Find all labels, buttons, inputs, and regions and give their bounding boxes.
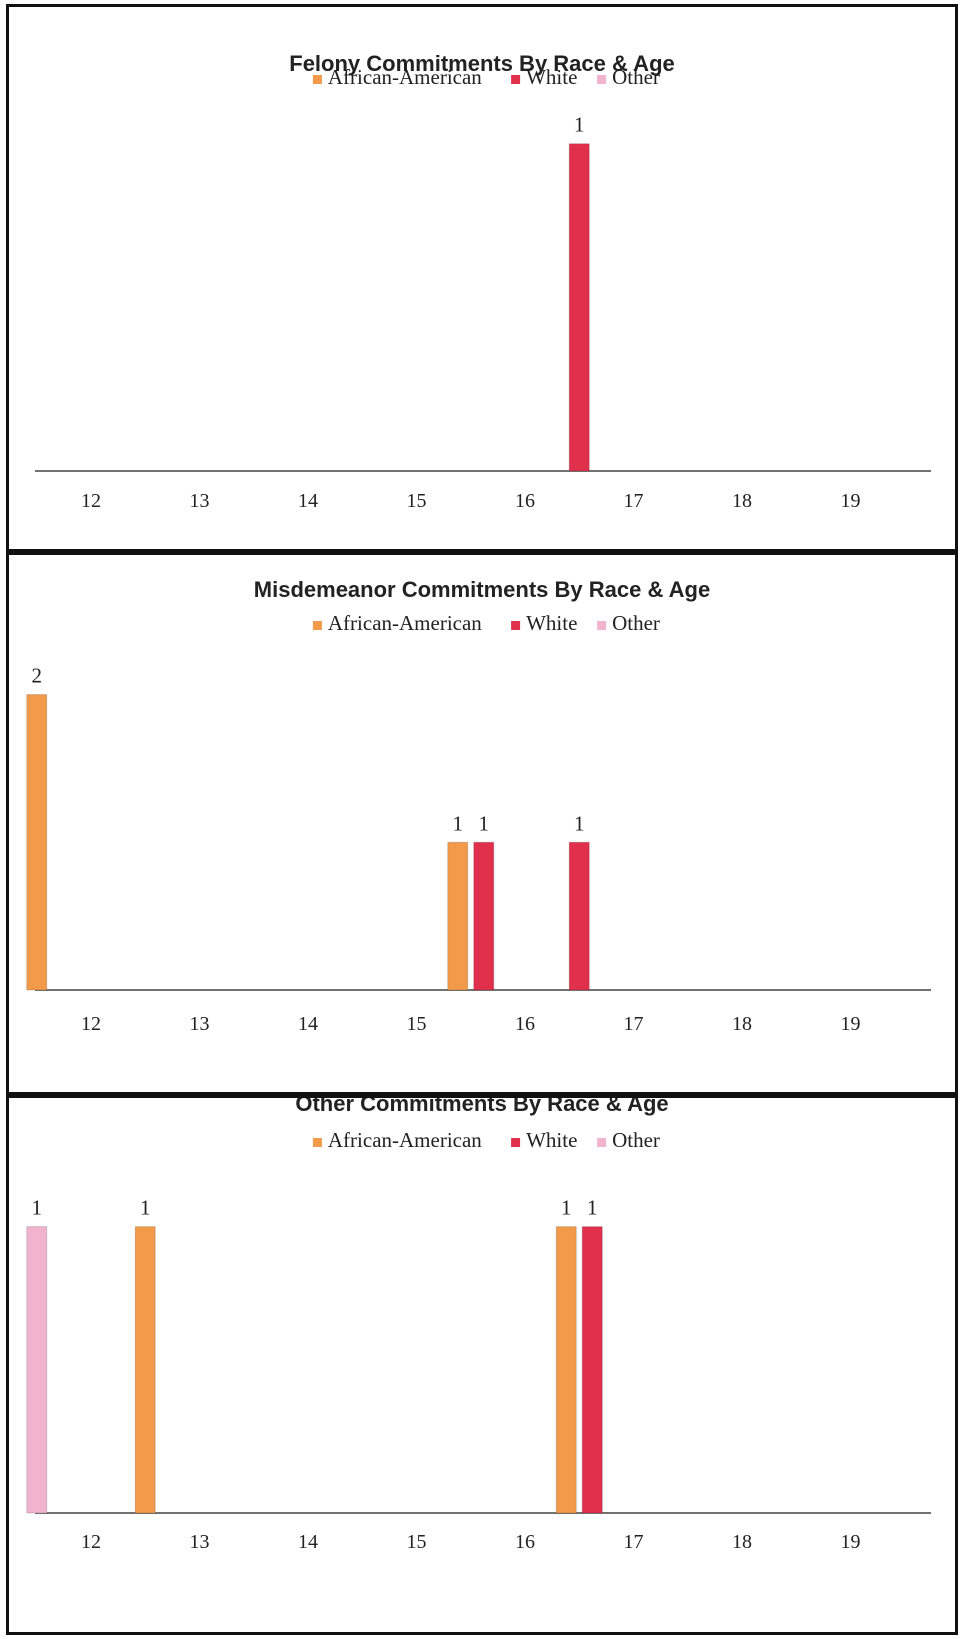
legend-item-african-american: African-American: [312, 1128, 482, 1152]
legend-label-african-american: African-American: [328, 1128, 482, 1152]
x-tick-label-16: 16: [515, 1013, 535, 1035]
x-tick-label-12: 12: [81, 1013, 101, 1035]
x-tick-label-12: 12: [81, 490, 101, 512]
misdemeanor-chart: Misdemeanor Commitments By Race & Age Afr…: [26, 577, 931, 1035]
legend-label-white: White: [526, 1128, 577, 1152]
bar-african-american-13: [134, 1226, 156, 1514]
x-tick-label-16: 16: [515, 490, 535, 512]
legend-swatch-other: [597, 75, 607, 84]
data-label-white-16: 1: [479, 811, 490, 835]
chart-title: Misdemeanor Commitments By Race & Age: [254, 577, 710, 602]
bar-white-17: [568, 143, 590, 472]
legend-swatch-african-american: [312, 621, 322, 630]
other-chart-panel: Other Commitments By Race & Age African-A…: [6, 1095, 958, 1635]
x-tick-label-13: 13: [190, 1531, 210, 1553]
legend-swatch-african-american: [312, 1138, 322, 1147]
x-tick-label-18: 18: [732, 490, 752, 512]
legend-swatch-white: [511, 1138, 521, 1147]
x-tick-label-18: 18: [732, 1531, 752, 1553]
data-label-african-american-12: 2: [32, 664, 43, 688]
legend-swatch-white: [511, 621, 521, 630]
data-label-other-12: 1: [32, 1196, 43, 1220]
legend-swatch-african-american: [312, 75, 322, 84]
x-tick-label-17: 17: [624, 1531, 644, 1553]
data-label-white-17: 1: [574, 811, 585, 835]
x-tick-label-17: 17: [624, 490, 644, 512]
chart-title: Other Commitments By Race & Age: [295, 1098, 668, 1116]
felony-chart-panel: Felony Commitments By Race & Age African-…: [6, 4, 958, 552]
x-tick-label-12: 12: [81, 1531, 101, 1553]
x-tick-label-17: 17: [624, 1013, 644, 1035]
x-tick-label-19: 19: [841, 490, 861, 512]
bar-white-17: [581, 1226, 603, 1514]
legend-swatch-other: [597, 1138, 607, 1147]
legend-label-african-american: African-American: [328, 611, 482, 635]
x-tick-label-19: 19: [841, 1013, 861, 1035]
data-label-african-american-16: 1: [453, 811, 464, 835]
bar-african-american-16: [447, 841, 469, 991]
legend: African-American White Other: [312, 611, 660, 635]
bar-white-16: [473, 841, 495, 991]
data-label-african-american-17: 1: [561, 1196, 572, 1220]
bar-african-american-12: [26, 694, 48, 991]
legend-item-african-american: African-American: [312, 611, 482, 635]
legend: African-American White Other: [312, 1128, 660, 1152]
other-chart: Other Commitments By Race & Age African-A…: [26, 1098, 931, 1553]
legend: African-American White Other: [312, 65, 660, 89]
legend-swatch-other: [597, 621, 607, 630]
legend-item-other: Other: [597, 1128, 660, 1152]
legend-label-other: Other: [612, 1128, 660, 1152]
data-label-white-17: 1: [587, 1196, 598, 1220]
legend-item-white: White: [511, 65, 577, 89]
x-tick-label-14: 14: [298, 1013, 318, 1035]
x-tick-label-19: 19: [841, 1531, 861, 1553]
bars: 21 1 1: [26, 664, 590, 991]
legend-label-african-american: African-American: [328, 65, 482, 89]
x-tick-label-16: 16: [515, 1531, 535, 1553]
bar-white-17: [568, 841, 590, 991]
legend-item-white: White: [511, 1128, 577, 1152]
legend-item-african-american: African-American: [312, 65, 482, 89]
data-label-white-17: 1: [574, 113, 585, 137]
legend-label-white: White: [526, 65, 577, 89]
legend-item-other: Other: [597, 611, 660, 635]
felony-chart: Felony Commitments By Race & AgeAfrican-…: [35, 51, 931, 512]
x-tick-label-18: 18: [732, 1013, 752, 1035]
bar-other-12: [26, 1226, 48, 1514]
legend-swatch-white: [511, 75, 521, 84]
legend-label-other: Other: [612, 65, 660, 89]
x-tick-label-15: 15: [407, 490, 427, 512]
x-tick-label-14: 14: [298, 490, 318, 512]
legend-item-white: White: [511, 611, 577, 635]
misdemeanor-chart-panel: Misdemeanor Commitments By Race & Age Afr…: [6, 552, 958, 1095]
bars: 1: [568, 113, 590, 472]
x-tick-label-15: 15: [407, 1013, 427, 1035]
data-label-african-american-13: 1: [140, 1196, 151, 1220]
chart-title: Felony Commitments By Race & Age: [289, 51, 675, 76]
bar-african-american-17: [555, 1226, 577, 1514]
legend-label-other: Other: [612, 611, 660, 635]
x-tick-label-15: 15: [407, 1531, 427, 1553]
legend-item-other: Other: [597, 65, 660, 89]
x-tick-label-13: 13: [190, 490, 210, 512]
legend-label-white: White: [526, 611, 577, 635]
x-tick-label-13: 13: [190, 1013, 210, 1035]
x-tick-label-14: 14: [298, 1531, 318, 1553]
